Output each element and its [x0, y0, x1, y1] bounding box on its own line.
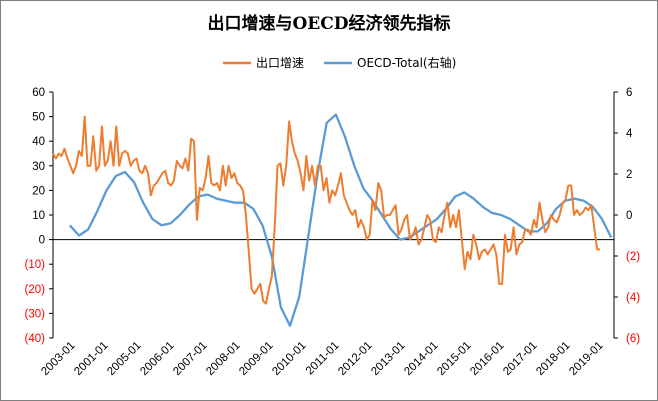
right-tick-label: 6: [626, 87, 632, 99]
legend-label-oecd: OECD-Total(右轴): [357, 55, 456, 70]
right-axis: 6 4 2 0 (2) (4) (6): [613, 87, 640, 345]
left-tick-label: 0: [39, 235, 45, 247]
series-export-line: [52, 115, 600, 305]
x-tick-label: 2017-01: [501, 340, 539, 378]
x-tick-label: 2010-01: [270, 340, 308, 378]
right-tick-label: 2: [626, 169, 632, 181]
x-tick-label: 2019-01: [567, 340, 605, 378]
left-tick-label: 30: [32, 161, 45, 173]
right-tick-label: (2): [626, 251, 640, 263]
x-tick-label: 2008-01: [204, 340, 242, 378]
left-tick-label: 60: [32, 87, 45, 99]
x-axis: 2003-012001-012005-012006-012007-012008-…: [39, 239, 614, 378]
left-tick-label: 50: [32, 112, 45, 124]
x-tick-label: 2014-01: [402, 340, 440, 378]
series-oecd-line: [68, 113, 613, 327]
right-tick-label: (4): [626, 292, 640, 304]
left-tick-label: (20): [25, 284, 46, 296]
chart-title: 出口增速与OECD经济领先指标: [207, 14, 451, 34]
right-tick-label: 0: [626, 210, 632, 222]
x-tick-label: 2005-01: [105, 340, 143, 378]
x-tick-label: 2013-01: [369, 340, 407, 378]
x-tick-label: 2006-01: [138, 340, 176, 378]
x-tick-label: 2001-01: [72, 340, 110, 378]
x-tick-label: 2016-01: [468, 340, 506, 378]
series-layer: [52, 113, 613, 327]
left-tick-label: (40): [25, 333, 46, 345]
left-tick-label: 20: [32, 185, 45, 197]
x-tick-label: 2007-01: [171, 340, 209, 378]
left-tick-label: (10): [25, 259, 46, 271]
right-tick-label: 4: [626, 128, 633, 140]
x-tick-label: 2012-01: [336, 340, 374, 378]
x-tick-label: 2011-01: [304, 340, 342, 378]
left-tick-label: 40: [32, 136, 45, 148]
x-tick-label: 2018-01: [534, 340, 572, 378]
left-tick-label: (30): [25, 308, 46, 320]
x-tick-label: 2009-01: [237, 340, 275, 378]
left-axis: 60 50 40 30 20 10 0 (10) (20) (30) (40): [25, 87, 54, 345]
left-tick-label: 10: [32, 210, 45, 222]
right-tick-label: (6): [626, 333, 640, 345]
legend: 出口增速 OECD-Total(右轴): [223, 55, 456, 70]
x-tick-label: 2015-01: [435, 340, 473, 378]
legend-label-export: 出口增速: [256, 56, 304, 70]
x-tick-label: 2003-01: [39, 340, 77, 378]
